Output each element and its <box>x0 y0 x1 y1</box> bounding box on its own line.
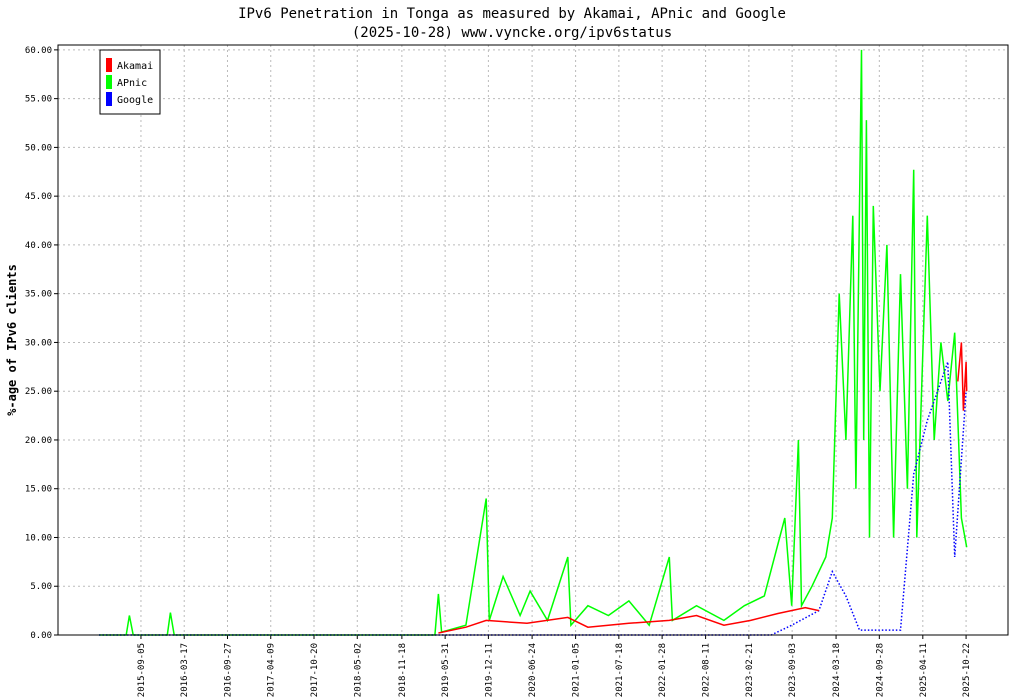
x-tick-label: 2016-09-27 <box>223 643 233 697</box>
x-tick-label: 2021-01-05 <box>572 643 582 697</box>
x-tick-label: 2017-04-09 <box>267 643 277 697</box>
y-tick-label: 0.00 <box>30 631 52 641</box>
y-tick-label: 5.00 <box>30 582 52 592</box>
legend-swatch <box>106 92 112 106</box>
chart-subtitle: (2025-10-28) www.vyncke.org/ipv6status <box>352 25 672 41</box>
y-tick-label: 20.00 <box>25 436 52 446</box>
y-tick-label: 50.00 <box>25 143 52 153</box>
x-tick-label: 2021-07-18 <box>615 643 625 697</box>
x-tick-label: 2025-04-11 <box>919 643 929 697</box>
x-tick-label: 2023-02-21 <box>745 643 755 697</box>
plot <box>99 49 968 636</box>
legend-label: APnic <box>117 78 147 89</box>
x-tick-label: 2016-03-17 <box>180 643 190 697</box>
x-tick-label: 2018-05-02 <box>353 643 363 697</box>
chart-title: IPv6 Penetration in Tonga as measured by… <box>238 6 786 22</box>
y-tick-label: 60.00 <box>25 46 52 56</box>
legend: Akamai APnic Google <box>99 49 161 115</box>
x-tick-label: 2019-12-11 <box>484 643 494 697</box>
plot-frame <box>57 44 1009 636</box>
y-tick-label: 45.00 <box>25 192 52 202</box>
y-tick-label: 25.00 <box>25 387 52 397</box>
grid: 0.00 5.00 10.00 15.00 20.00 25.00 30.00 35.00 40… <box>25 45 1008 697</box>
x-tick-label: 2019-05-31 <box>441 643 451 697</box>
x-tick-label: 2024-09-28 <box>875 643 885 697</box>
y-tick-label: 30.00 <box>25 338 52 348</box>
y-tick-label: 40.00 <box>25 241 52 251</box>
x-tick-label: 2024-03-18 <box>832 643 842 697</box>
y-tick-label: 35.00 <box>25 290 52 300</box>
x-tick-label: 2025-10-22 <box>962 643 972 697</box>
legend-swatch <box>106 58 112 72</box>
series-line <box>99 49 968 636</box>
y-tick-label: 15.00 <box>25 485 52 495</box>
x-tick-label: 2015-09-05 <box>137 643 147 697</box>
x-tick-label: 2023-09-03 <box>788 643 798 697</box>
x-tick-label: 2018-11-18 <box>398 643 408 697</box>
legend-swatch <box>106 75 112 89</box>
x-tick-label: 2020-06-24 <box>528 643 538 697</box>
series-line <box>438 342 968 634</box>
x-tick-label: 2017-10-20 <box>310 643 320 697</box>
y-tick-label: 10.00 <box>25 533 52 543</box>
y-tick-label: 55.00 <box>25 95 52 105</box>
x-tick-label: 2022-08-11 <box>702 643 712 697</box>
legend-label: Akamai <box>117 61 153 72</box>
y-axis-label: %-age of IPv6 clients <box>5 264 19 416</box>
x-tick-label: 2022-01-28 <box>658 643 668 697</box>
legend-label: Google <box>117 95 153 106</box>
